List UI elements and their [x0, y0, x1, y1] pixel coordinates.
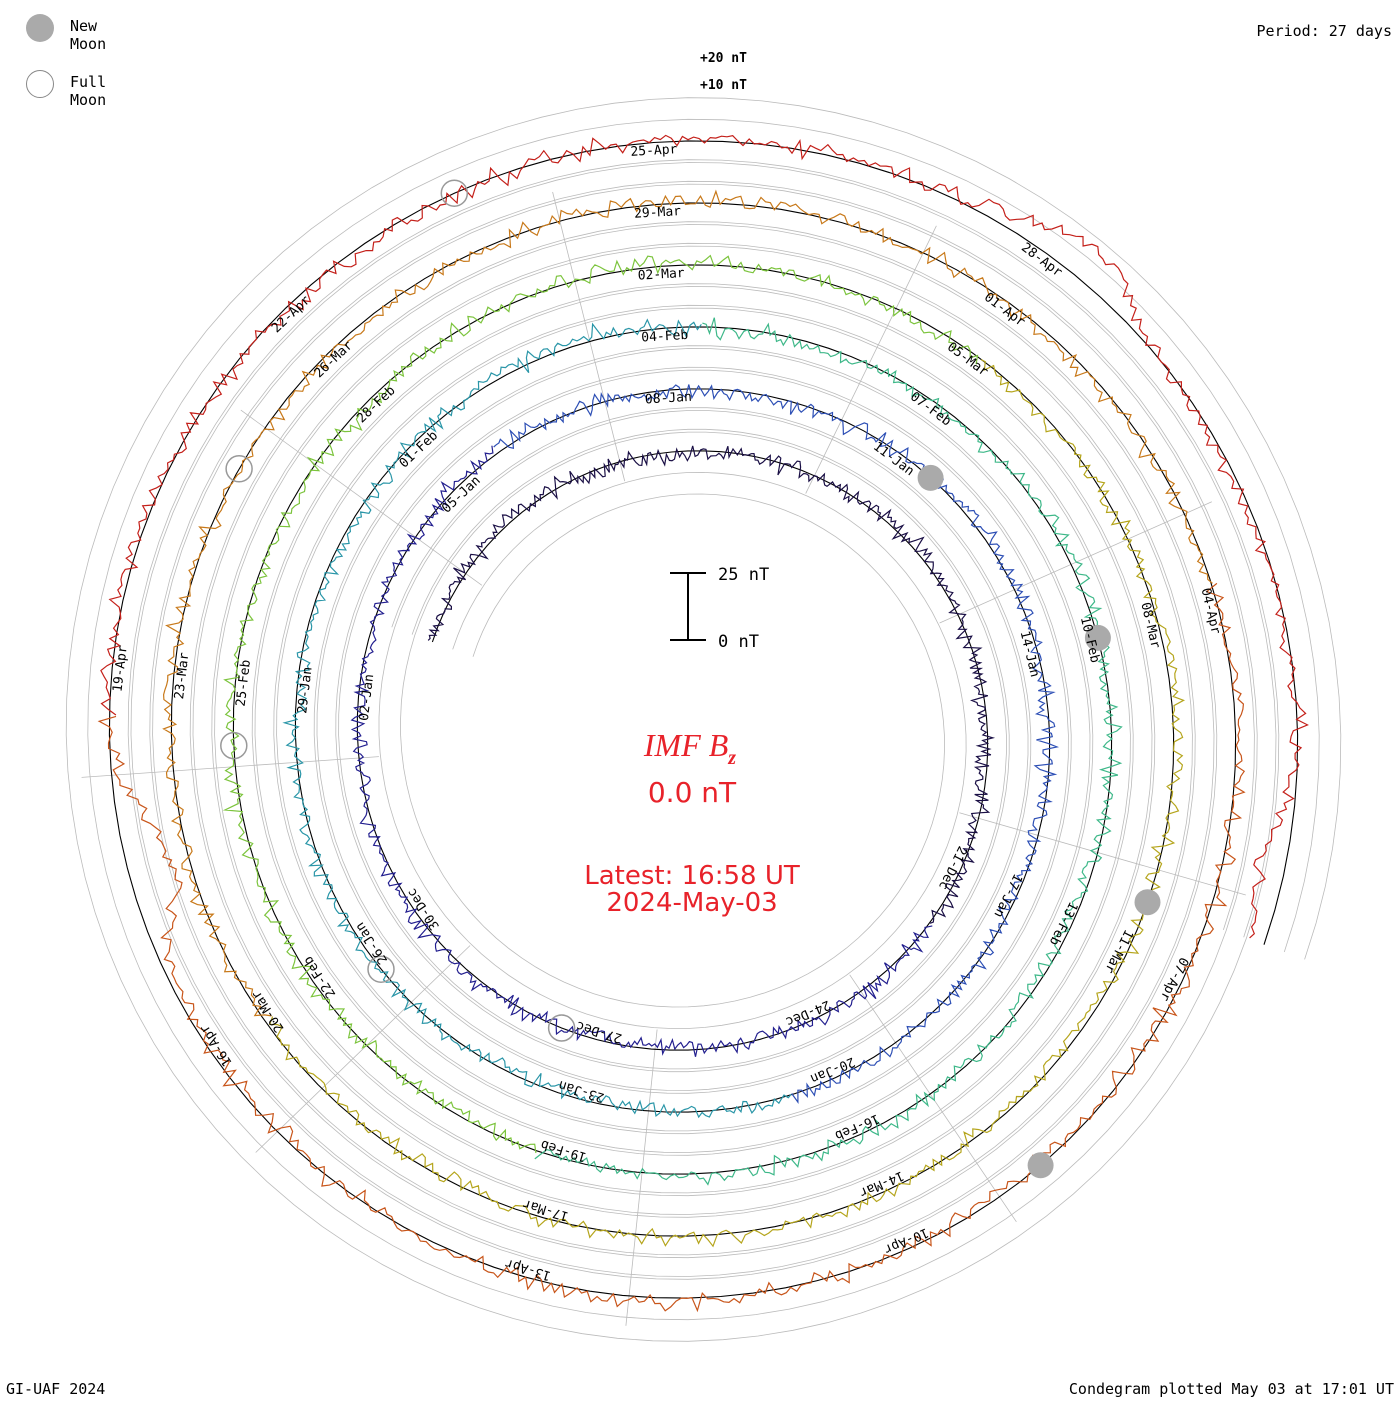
- date-label-17-Mar: 17-Mar: [521, 1196, 570, 1224]
- series-turn-24-Mar: [534, 317, 1123, 1186]
- new-moon-marker-10-Mar: [1134, 889, 1161, 916]
- credit-label: GI-UAF 2024: [6, 1380, 106, 1398]
- series-turn-10-Jul: [97, 582, 1246, 1313]
- grid-spoke-1: [240, 409, 483, 586]
- ring-scale-label-1: +20 nT: [700, 51, 747, 66]
- grid-ring-4: [87, 118, 1320, 1321]
- grid-ring-1: [152, 183, 1255, 1256]
- date-label-22-Feb: 22-Feb: [301, 953, 339, 1001]
- period-label: Period: 27 days: [1256, 22, 1392, 40]
- date-label-13-Apr: 13-Apr: [503, 1255, 552, 1283]
- date-label-08-Jan: 08-Jan: [645, 390, 693, 408]
- latest-date: 2024-May-03: [606, 888, 777, 918]
- grid-spokes: [81, 191, 1246, 1326]
- scale-bar: 25 nT 0 nT: [670, 565, 769, 652]
- series-turn-13-Jun: [162, 189, 1213, 1017]
- legend-new-moon-label: New Moon: [70, 17, 107, 53]
- series-turn-17-May: [268, 359, 1186, 1248]
- date-label-07-Apr: 07-Apr: [1157, 955, 1192, 1004]
- grid-spoke-4: [939, 501, 1212, 624]
- new-moon-marker-10-Feb: [1084, 624, 1111, 651]
- ring-scale-label-2: +10 nT: [700, 78, 747, 93]
- date-label-25-Apr: 25-Apr: [630, 142, 678, 160]
- date-label-29-Jan: 29-Jan: [295, 666, 315, 714]
- ring-scale-labels: +20 nT +10 nT: [700, 51, 747, 93]
- series-turn-30-Jan: [493, 384, 1060, 1104]
- grid-ring-5: [65, 97, 1342, 1342]
- series-turn-20-Apr: [222, 254, 979, 1154]
- latest-time: Latest: 16:58 UT: [584, 861, 800, 891]
- date-label-28-Apr: 28-Apr: [1018, 240, 1065, 280]
- grid-spoke-3: [805, 225, 937, 494]
- full-moon-marker-25-Mar: [225, 455, 253, 483]
- new-moon-marker-11-Jan: [917, 464, 944, 491]
- series-group: [97, 134, 1309, 1313]
- series-turn-03-Jan: [350, 445, 933, 1057]
- date-label-11-Mar: 11-Mar: [1101, 927, 1136, 976]
- series-turn-06-Aug: [100, 134, 1309, 939]
- grid-spoke-5: [959, 812, 1246, 896]
- date-label-04-Feb: 04-Feb: [641, 328, 689, 346]
- new-moon-icon: [26, 14, 54, 42]
- grid-rings: [65, 97, 1342, 1342]
- date-label-29-Mar: 29-Mar: [634, 204, 682, 222]
- date-label-13-Feb: 13-Feb: [1046, 899, 1081, 948]
- grid-spoke-8: [255, 945, 471, 1153]
- full-moon-icon: [26, 70, 54, 98]
- scale-bar-bottom-label: 0 nT: [718, 632, 759, 652]
- grid-spoke-6: [849, 974, 1017, 1223]
- full-moon-marker-25-Jan: [367, 955, 395, 983]
- grid-spoke-7: [625, 1029, 658, 1326]
- date-label-02-Jan: 02-Jan: [357, 673, 377, 721]
- scale-bar-top-label: 25 nT: [718, 565, 769, 585]
- date-label-16-Apr: 16-Apr: [197, 1021, 235, 1069]
- full-moon-marker-27-Dec: [547, 1014, 576, 1042]
- grid-spoke-2: [552, 191, 626, 482]
- date-label-19-Feb: 19-Feb: [539, 1136, 588, 1164]
- full-moon-marker-23-Apr: [440, 179, 469, 207]
- date-label-02-Mar: 02-Mar: [637, 266, 685, 284]
- date-label-19-Apr: 19-Apr: [110, 644, 130, 693]
- date-label-25-Feb: 25-Feb: [234, 659, 254, 708]
- legend-full-moon-label: Full Moon: [70, 73, 107, 109]
- center-title: IMF Bz: [643, 727, 736, 769]
- date-label-17-Jan: 17-Jan: [990, 871, 1025, 920]
- plotted-label: Condegram plotted May 03 at 17:01 UT: [1068, 1380, 1394, 1398]
- series-turn-07-Dec: [427, 445, 996, 924]
- moon-markers: [220, 179, 1161, 1179]
- series-turn-26-Feb: [282, 318, 792, 1119]
- date-label-07-Feb: 07-Feb: [907, 389, 954, 429]
- center-title-subscript: z: [727, 747, 736, 769]
- grid-ring-2: [130, 162, 1277, 1277]
- date-label-23-Mar: 23-Mar: [172, 652, 192, 701]
- new-moon-marker-08-Apr: [1027, 1152, 1054, 1179]
- date-label-11-Jan: 11-Jan: [870, 439, 917, 479]
- center-value: 0.0 nT: [648, 776, 737, 809]
- full-moon-marker-24-Feb: [220, 731, 248, 760]
- date-label-20-Mar: 20-Mar: [249, 987, 287, 1035]
